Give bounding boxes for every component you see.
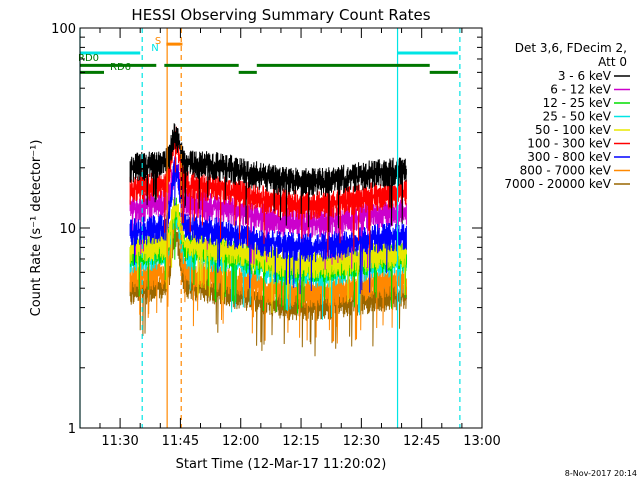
series-line-3-6kev <box>129 123 407 233</box>
legend-entry-label: 100 - 300 keV <box>527 137 611 151</box>
series-traces <box>129 123 407 357</box>
chart-title: HESSI Observing Summary Count Rates <box>131 6 430 24</box>
x-tick-label: 12:00 <box>222 434 259 449</box>
y-tick-label: 1 <box>68 422 76 437</box>
footer-timestamp: 8-Nov-2017 20:14 <box>565 469 637 478</box>
legend-entry-label: 7000 - 20000 keV <box>504 177 611 191</box>
y-tick-label: 10 <box>59 222 76 237</box>
legend-header-line-2: Att 0 <box>598 55 627 69</box>
x-tick-label: 11:45 <box>162 434 199 449</box>
y-axis-label: Count Rate (s⁻¹ detector⁻¹) <box>29 140 44 317</box>
legend-entry-label: 12 - 25 keV <box>543 96 612 110</box>
series-line-300-800kev <box>129 157 407 295</box>
legend-entry-label: 800 - 7000 keV <box>520 164 612 178</box>
plot-area: RD0 RD6 NS 1 10 100 11:30 11:45 12:00 12:15 12:30 1… <box>51 22 501 449</box>
flag-label-s: S <box>155 36 161 47</box>
legend-entry-label: 50 - 100 keV <box>535 123 612 137</box>
x-axis-label: Start Time (12-Mar-17 11:20:02) <box>176 457 387 472</box>
x-tick-label: 11:30 <box>101 434 138 449</box>
legend-entry-label: 25 - 50 keV <box>543 110 612 124</box>
legend-header-line-1: Det 3,6, FDecim 2, <box>515 41 627 55</box>
x-tick-label: 13:00 <box>463 434 500 449</box>
x-tick-label: 12:15 <box>282 434 319 449</box>
flag-label-rd6: RD6 <box>110 62 131 73</box>
x-tick-label: 12:45 <box>403 434 440 449</box>
y-tick-label: 100 <box>51 22 76 37</box>
legend-entry-label: 300 - 800 keV <box>527 150 611 164</box>
x-tick-label: 12:30 <box>343 434 380 449</box>
flag-label-n: N <box>151 43 158 54</box>
legend-entry-label: 3 - 6 keV <box>558 69 612 83</box>
flag-label-rd0: RD0 <box>78 53 99 64</box>
legend-entry-label: 6 - 12 keV <box>550 83 612 97</box>
